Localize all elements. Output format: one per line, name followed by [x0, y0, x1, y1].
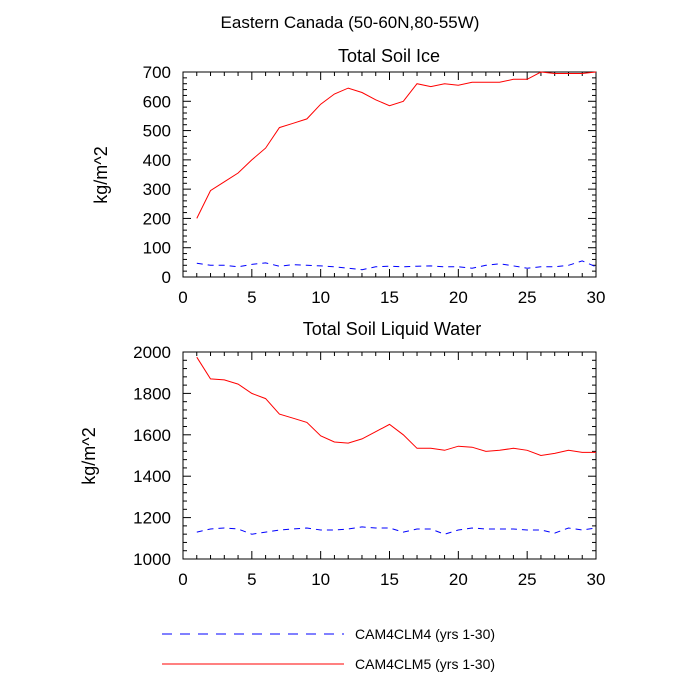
y-tick-label: 200	[143, 209, 171, 228]
y-tick-label: 400	[143, 151, 171, 170]
y-tick-label: 600	[143, 92, 171, 111]
plot-area: 0 5 10 15 20 25 30 1000 1200 1400 1600 1800 2000	[133, 343, 605, 589]
y-tick-label: 1400	[133, 467, 171, 486]
chart-panel-total-soil-ice: Total Soil Ice kg/m^2 0 5 10 15 20 25 30010020…	[91, 46, 605, 307]
x-tick-label: 30	[587, 288, 606, 307]
series-line-cam4clm5	[196, 71, 597, 219]
x-tick-label: 0	[178, 288, 187, 307]
y-tick-label: 300	[143, 180, 171, 199]
y-tick-label: 100	[143, 239, 171, 258]
x-tick-label: 20	[449, 288, 468, 307]
y-tick-label: 500	[143, 122, 171, 141]
x-tick-label: 10	[311, 570, 330, 589]
series-line-cam4clm4	[196, 260, 597, 271]
y-tick-label: 700	[143, 63, 171, 82]
y-axis-label: kg/m^2	[91, 146, 111, 203]
legend-label-cam4clm5: CAM4CLM5 (yrs 1-30)	[355, 656, 495, 672]
y-tick-label: 1000	[133, 550, 171, 569]
y-tick-label: 1800	[133, 384, 171, 403]
chart-panel-total-soil-liquid-water: Total Soil Liquid Water kg/m^2 0 5 10 15 20 2…	[79, 319, 605, 589]
x-tick-label: 10	[311, 288, 330, 307]
y-tick-label: 1600	[133, 426, 171, 445]
y-tick-label: 0	[162, 268, 171, 287]
x-tick-label: 30	[587, 570, 606, 589]
x-tick-label: 25	[518, 570, 537, 589]
x-tick-label: 15	[380, 570, 399, 589]
chart-title: Total Soil Liquid Water	[303, 319, 481, 339]
x-tick-label: 25	[518, 288, 537, 307]
x-tick-label: 5	[247, 570, 256, 589]
x-tick-label: 20	[449, 570, 468, 589]
plot-frame	[182, 71, 597, 278]
y-tick-label: 2000	[133, 343, 171, 362]
chart-title: Total Soil Ice	[338, 46, 440, 66]
x-tick-label: 5	[247, 288, 256, 307]
y-tick-label: 1200	[133, 509, 171, 528]
legend: CAM4CLM4 (yrs 1-30) CAM4CLM5 (yrs 1-30)	[162, 626, 495, 672]
legend-label-cam4clm4: CAM4CLM4 (yrs 1-30)	[355, 626, 495, 642]
x-tick-label: 0	[178, 570, 187, 589]
x-tick-label: 15	[380, 288, 399, 307]
y-axis-label: kg/m^2	[79, 427, 99, 484]
series-line-cam4clm5	[196, 356, 596, 457]
plot-frame	[182, 351, 597, 560]
series-line-cam4clm4	[196, 526, 597, 535]
figure-title: Eastern Canada (50-60N,80-55W)	[221, 13, 480, 32]
